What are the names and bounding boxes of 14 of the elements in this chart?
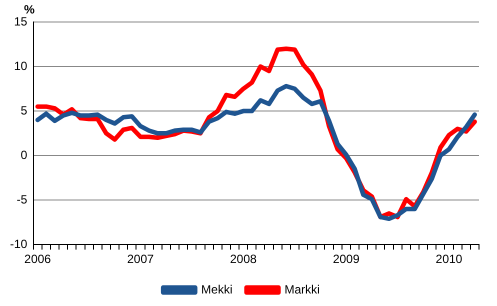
x-tick-label: 2008 xyxy=(230,252,257,266)
y-axis-title: % xyxy=(24,2,36,16)
x-tick-label: 2010 xyxy=(436,252,463,266)
y-tick-label: 15 xyxy=(14,14,28,28)
x-tick-label: 2007 xyxy=(127,252,154,266)
y-tick-label: -10 xyxy=(10,236,28,251)
legend-label: Mekki xyxy=(201,282,233,296)
y-tick-label: -5 xyxy=(16,192,28,206)
y-tick-label: 10 xyxy=(14,58,28,73)
x-tick-label: 2009 xyxy=(332,252,360,266)
x-tick-label: 2006 xyxy=(24,252,52,266)
y-tick-label: 5 xyxy=(20,103,28,118)
legend-label: Markki xyxy=(284,282,320,296)
y-tick-label: 0 xyxy=(20,148,28,162)
